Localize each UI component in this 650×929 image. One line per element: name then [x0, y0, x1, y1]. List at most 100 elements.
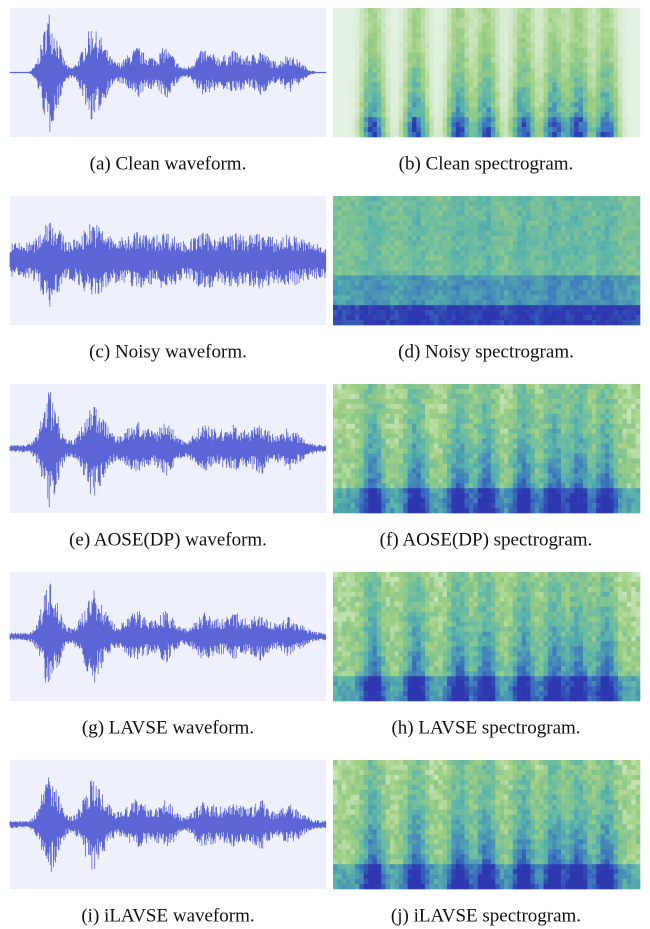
spectrogram-cell — [460, 428, 465, 434]
spectrogram-cell — [381, 478, 386, 484]
spectrogram-cell — [420, 215, 426, 222]
spectrogram-cell — [403, 448, 408, 454]
spectrogram-cell — [390, 8, 395, 14]
spectrogram-cell — [473, 315, 479, 321]
spectrogram-cell — [411, 62, 417, 68]
spectrogram-cell — [337, 473, 343, 479]
spectrogram-cell — [381, 418, 386, 424]
spectrogram-cell — [420, 428, 426, 434]
spectrogram-cell — [539, 112, 544, 118]
spectrogram-cell — [556, 280, 562, 286]
spectrogram-cell — [499, 398, 505, 405]
spectrogram-cell — [596, 107, 601, 113]
spectrogram-cell — [372, 87, 378, 93]
spectrogram-cell — [368, 433, 373, 439]
spectrogram-cell — [425, 300, 430, 306]
spectrogram-cell — [425, 458, 430, 464]
spectrogram-cell — [394, 67, 400, 73]
spectrogram-cell — [569, 42, 575, 48]
spectrogram-cell — [464, 112, 470, 118]
spectrogram-cell — [337, 275, 343, 281]
spectrogram-cell — [521, 413, 527, 420]
spectrogram-cell — [411, 205, 417, 212]
spectrogram-cell — [346, 453, 351, 459]
spectrogram-cell — [354, 290, 360, 296]
spectrogram-cell — [346, 17, 351, 24]
spectrogram-cell — [376, 127, 382, 133]
spectrogram-cell — [385, 240, 391, 246]
spectrogram-cell — [530, 503, 536, 509]
spectrogram-cell — [372, 67, 378, 73]
spectrogram-cell — [394, 250, 400, 256]
spectrogram-cell — [534, 122, 540, 128]
spectrogram-cell — [626, 42, 632, 48]
spectrogram-cell — [574, 62, 579, 68]
spectrogram-cell — [354, 443, 360, 449]
spectrogram-cell — [591, 122, 597, 128]
spectrogram-cell — [429, 433, 435, 439]
spectrogram-cell — [451, 92, 457, 98]
spectrogram-cell — [499, 230, 505, 236]
spectrogram-cell — [376, 122, 382, 128]
spectrogram-cell — [582, 62, 588, 68]
spectrogram-cell — [416, 295, 422, 301]
spectrogram-cell — [468, 438, 474, 444]
spectrogram-cell — [333, 47, 338, 53]
spectrogram-cell — [556, 468, 562, 474]
spectrogram-cell — [543, 498, 549, 504]
spectrogram-cell — [596, 72, 601, 78]
spectrogram-cell — [591, 87, 597, 93]
spectrogram-cell — [425, 97, 430, 103]
spectrogram-cell — [600, 260, 606, 266]
spectrogram-cell — [504, 498, 509, 504]
spectrogram-cell — [504, 418, 509, 424]
spectrogram-cell — [438, 438, 443, 444]
spectrogram-cell — [333, 77, 338, 83]
spectrogram-cell — [368, 310, 373, 316]
spectrogram-cell — [547, 458, 553, 464]
spectrogram-cell — [381, 393, 386, 400]
spectrogram-cell — [407, 488, 413, 494]
spectrogram-cell — [587, 245, 593, 251]
spectrogram-cell — [403, 503, 408, 509]
spectrogram-cell — [372, 384, 378, 390]
spectrogram-cell — [411, 423, 417, 429]
spectrogram-cell — [416, 92, 422, 98]
spectrogram-cell — [425, 310, 430, 316]
spectrogram-cell — [363, 122, 369, 128]
spectrogram-cell — [477, 458, 483, 464]
spectrogram-cell — [411, 463, 417, 469]
spectrogram-cell — [442, 205, 448, 212]
spectrogram-cell — [473, 295, 479, 301]
spectrogram-cell — [372, 408, 378, 415]
spectrogram-cell — [565, 310, 571, 316]
spectrogram-cell — [574, 255, 579, 261]
spectrogram-cell — [635, 117, 641, 123]
spectrogram-cell — [556, 52, 562, 58]
spectrogram-cell — [460, 503, 465, 509]
spectrogram-cell — [534, 315, 540, 321]
spectrogram-cell — [530, 398, 536, 405]
spectrogram-cell — [451, 107, 457, 113]
spectrogram-cell — [490, 413, 496, 420]
spectrogram-cell — [508, 463, 514, 469]
spectrogram-cell — [486, 315, 492, 321]
spectrogram-cell — [464, 67, 470, 73]
spectrogram-cell — [604, 305, 610, 311]
spectrogram-cell — [482, 388, 487, 395]
spectrogram-cell — [420, 12, 426, 19]
spectrogram-cell — [539, 210, 544, 217]
spectrogram-cell — [473, 418, 479, 424]
waveform — [9, 222, 327, 307]
spectrogram-cell — [521, 42, 527, 48]
spectrogram-cell — [451, 235, 457, 241]
spectrogram-cell — [486, 67, 492, 73]
spectrogram-cell — [451, 8, 457, 14]
spectrogram-cell — [455, 32, 461, 39]
spectrogram-cell — [385, 72, 391, 78]
spectrogram-cell — [635, 215, 641, 222]
spectrogram-cell — [626, 62, 632, 68]
spectrogram-cell — [635, 250, 641, 256]
spectrogram-cell — [626, 32, 632, 39]
spectrogram-cell — [525, 240, 531, 246]
